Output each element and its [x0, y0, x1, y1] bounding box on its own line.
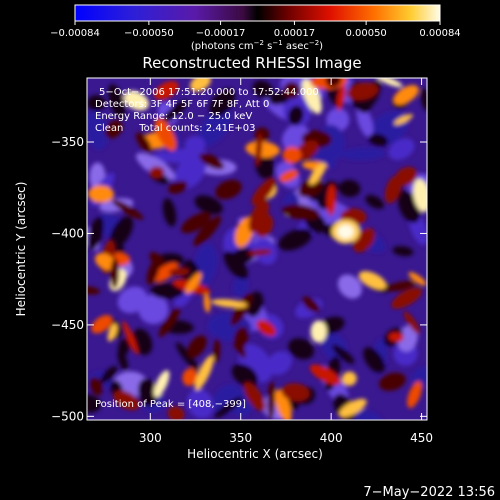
colorbar-tick-label: 0.00084	[419, 28, 460, 39]
annotation-energy-range: Energy Range: 12.0 − 25.0 keV	[95, 111, 252, 122]
colorbar-tick-label: −0.00050	[124, 28, 174, 39]
y-tick-label: −350	[51, 135, 84, 149]
footer-timestamp: 7−May−2022 13:56	[363, 485, 495, 500]
colorbar-tick-label: −0.00084	[50, 28, 100, 39]
chart-title: Reconstructed RHESSI Image	[142, 54, 361, 72]
annotation-time-range: 5−Oct−2006 17:51:20.000 to 17:52:44.000	[99, 87, 319, 98]
annotation-clean-counts: Clean Total counts: 2.41E+03	[95, 123, 255, 134]
colorbar-ticks: −0.00084 −0.00050 −0.00017 0.00017 0.00050 0.…	[50, 21, 461, 39]
x-tick-label: 400	[320, 431, 343, 445]
heatmap-image	[87, 78, 427, 420]
y-tick-label: −450	[51, 318, 84, 332]
plot-axis-ticks: 300 350 400 450 −350 −400 −450 −500	[51, 78, 433, 445]
y-axis-label: Heliocentric Y (arcsec)	[14, 182, 28, 317]
x-tick-label: 450	[410, 431, 433, 445]
colorbar-unit-label: (photons cm−2 s−1 asec−2)	[191, 39, 323, 52]
annotation-peak-position: Position of Peak = [408,−399]	[95, 399, 246, 410]
x-tick-label: 300	[139, 431, 162, 445]
colorbar-gradient	[74, 4, 441, 22]
colorbar-tick-label: −0.00017	[196, 28, 246, 39]
colorbar: −0.00084 −0.00050 −0.00017 0.00017 0.00050 0.…	[50, 4, 461, 52]
y-tick-label: −500	[51, 409, 84, 423]
colorbar-tick-label: 0.00017	[274, 28, 315, 39]
annotation-detectors: Detectors: 3F 4F 5F 6F 7F 8F, Att 0	[95, 99, 269, 110]
colorbar-tick-label: 0.00050	[345, 28, 386, 39]
peak-center	[337, 224, 354, 239]
x-axis-label: Heliocentric X (arcsec)	[187, 447, 323, 461]
plot-frame	[86, 77, 428, 421]
x-tick-label: 350	[229, 431, 252, 445]
y-tick-label: −400	[51, 226, 84, 240]
image-plot-area: 300 350 400 450 −350 −400 −450 −500	[51, 77, 433, 445]
